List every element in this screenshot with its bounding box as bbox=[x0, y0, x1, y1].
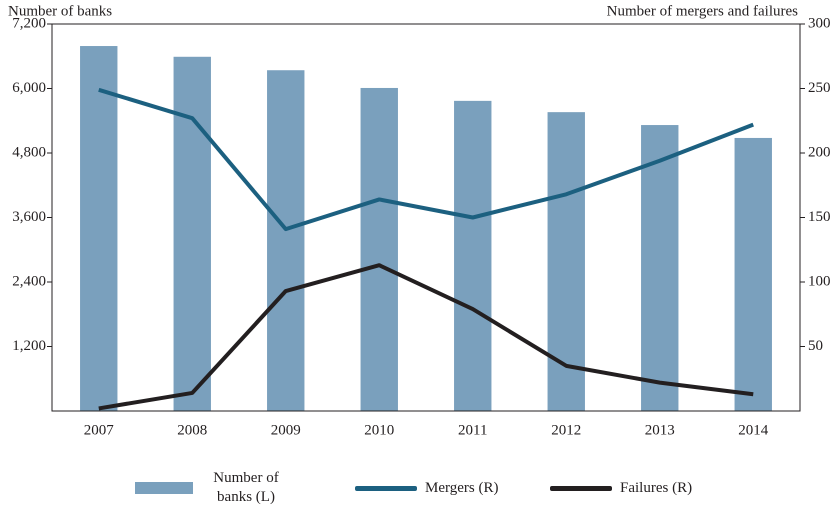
y2-tick-label: 300 bbox=[808, 15, 831, 31]
y-tick-label: 7,200 bbox=[12, 15, 46, 31]
legend-label: Failures (R) bbox=[620, 479, 693, 496]
y2-tick-label: 150 bbox=[808, 209, 831, 225]
legend-swatch bbox=[355, 485, 417, 491]
chart: Number of banks Number of mergers and fa… bbox=[8, 3, 831, 438]
legend-label: Mergers (R) bbox=[425, 479, 499, 496]
x-tick-label: 2008 bbox=[177, 422, 207, 438]
y-tick-label: 4,800 bbox=[12, 144, 46, 160]
legend: Number of banks (L) Mergers (R) Failures (… bbox=[0, 468, 840, 515]
legend-item: Number of banks (L) bbox=[135, 468, 291, 508]
line-series bbox=[98, 263, 754, 411]
y2-tick-label: 200 bbox=[808, 144, 831, 160]
x-tick-label: 2007 bbox=[84, 422, 115, 438]
y2-tick-label: 100 bbox=[808, 273, 831, 289]
bar bbox=[360, 87, 398, 412]
y2-axis-title: Number of mergers and failures bbox=[607, 3, 798, 19]
y-tick-label: 3,600 bbox=[12, 209, 46, 225]
plot-frame bbox=[51, 23, 801, 412]
legend-item: Mergers (R) bbox=[355, 468, 498, 508]
x-tick-label: 2012 bbox=[551, 422, 581, 438]
x-tick-label: 2009 bbox=[271, 422, 301, 438]
y2-tick-label: 250 bbox=[808, 80, 831, 96]
legend-swatch bbox=[550, 485, 612, 491]
bar bbox=[454, 100, 492, 412]
y2-tick-label: 50 bbox=[808, 338, 823, 354]
legend-label: Number of banks (L) bbox=[213, 470, 279, 505]
y-tick-label: 2,400 bbox=[12, 273, 46, 289]
y-tick-label: 1,200 bbox=[12, 338, 46, 354]
x-tick-label: 2014 bbox=[738, 422, 769, 438]
x-tick-label: 2013 bbox=[645, 422, 675, 438]
x-tick-label: 2010 bbox=[364, 422, 394, 438]
x-tick-label: 2011 bbox=[458, 422, 487, 438]
legend-swatch bbox=[135, 482, 193, 494]
bar bbox=[267, 70, 305, 411]
bar bbox=[641, 125, 679, 412]
line-series bbox=[98, 87, 754, 232]
bar bbox=[80, 46, 118, 411]
legend-item: Failures (R) bbox=[550, 468, 692, 508]
bar bbox=[734, 137, 772, 411]
bar bbox=[547, 112, 585, 412]
y-tick-label: 6,000 bbox=[12, 80, 46, 96]
bar bbox=[173, 56, 211, 411]
y-axis-title: Number of banks bbox=[8, 3, 112, 19]
